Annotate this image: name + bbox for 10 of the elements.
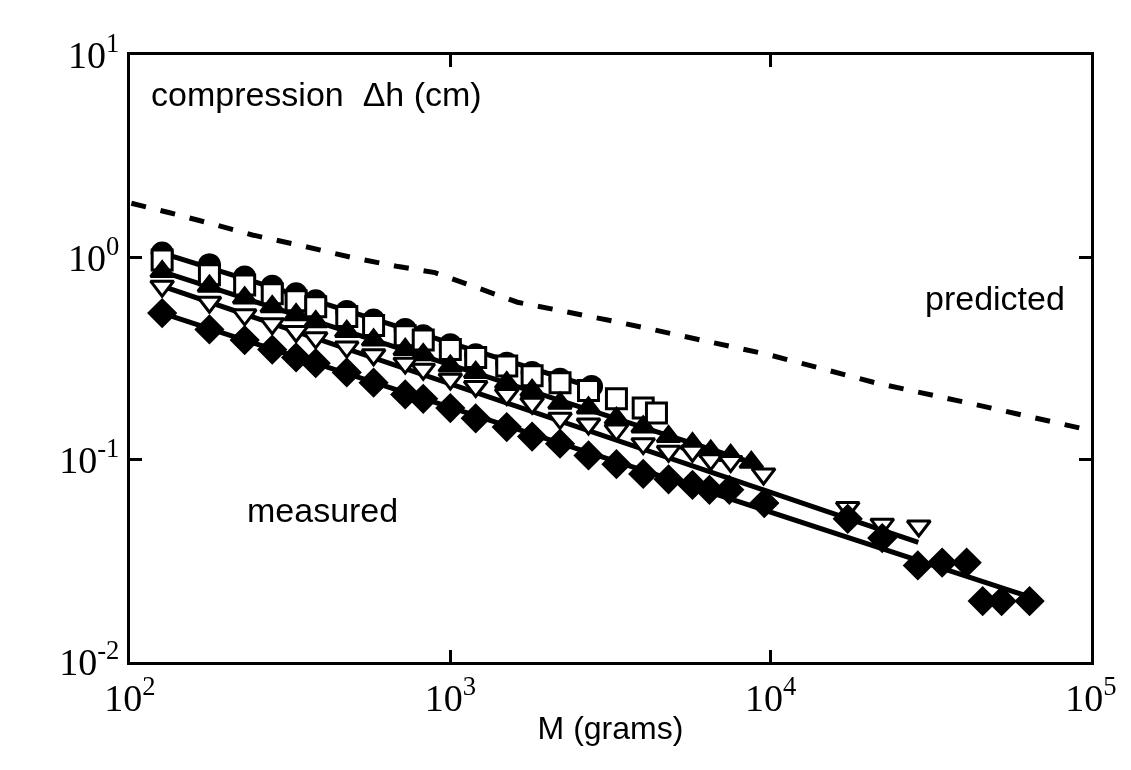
- x-axis-title: M (grams): [537, 710, 684, 747]
- x-tick-label: 10$^{3}$: [424, 670, 476, 719]
- y-tick-label: 10$^{0}$: [68, 230, 120, 279]
- y-tick-label: 10$^{-1}$: [59, 433, 120, 481]
- annotation: predicted: [925, 279, 1065, 317]
- x-tick-label: 10$^{4}$: [745, 670, 797, 719]
- annotation: measured: [247, 491, 399, 529]
- x-tick-label: 10$^{5}$: [1065, 670, 1117, 719]
- y-tick-label: 10$^{1}$: [68, 28, 120, 77]
- annotation: compression Δh (cm): [151, 75, 482, 113]
